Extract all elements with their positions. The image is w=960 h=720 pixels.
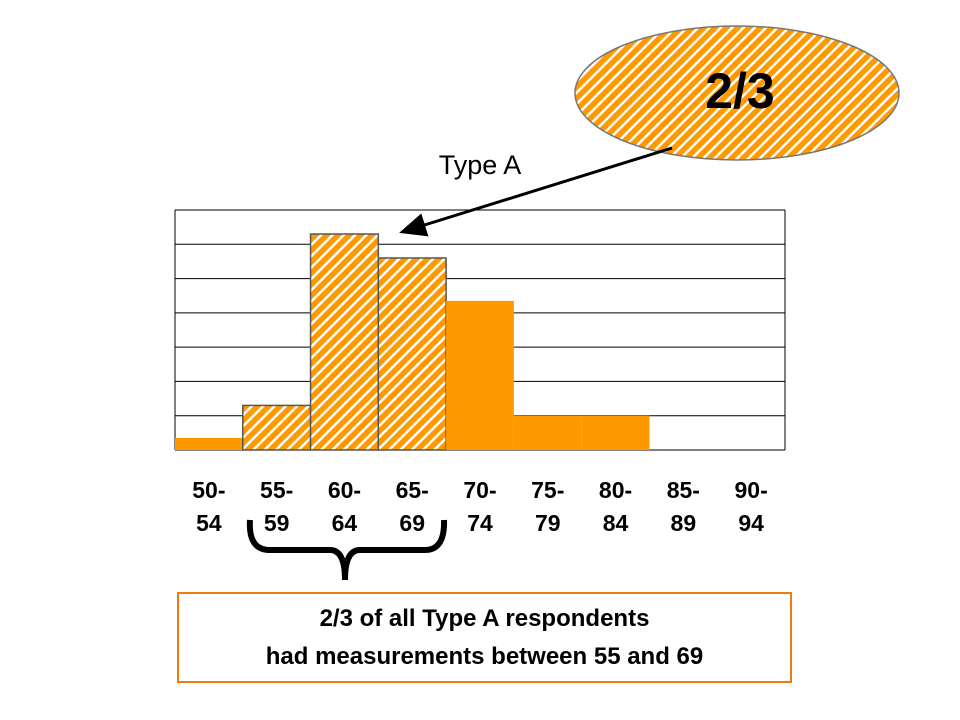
bar bbox=[513, 415, 582, 450]
x-tick-label: 90- 94 bbox=[734, 477, 768, 536]
note-box: 2/3 of all Type A respondents had measur… bbox=[177, 592, 792, 683]
callout-arrow bbox=[399, 146, 673, 237]
callout-bubble bbox=[574, 25, 900, 161]
x-tick-label: 60- 64 bbox=[327, 477, 362, 536]
x-tick-label: 55- 59 bbox=[260, 477, 294, 536]
x-tick-label: 70- 74 bbox=[463, 477, 497, 536]
x-tick-label: 80- 84 bbox=[598, 477, 633, 536]
bar bbox=[175, 438, 243, 450]
bar bbox=[309, 233, 380, 451]
bar bbox=[446, 300, 514, 450]
bar bbox=[581, 415, 650, 450]
x-tick-label: 50- 54 bbox=[192, 477, 226, 536]
note-line: 2/3 of all Type A respondents bbox=[319, 604, 650, 632]
bar bbox=[242, 404, 312, 451]
x-tick-label: 65- 69 bbox=[395, 477, 429, 536]
note-line: had measurements between 55 and 69 bbox=[265, 642, 704, 670]
callout-text: 2/3 bbox=[705, 63, 775, 119]
x-tick-label: 85- 89 bbox=[666, 477, 700, 536]
brace bbox=[246, 519, 448, 581]
chart-title: Type A bbox=[438, 150, 522, 180]
x-tick-label: 75- 79 bbox=[531, 477, 565, 536]
bar bbox=[377, 257, 447, 451]
